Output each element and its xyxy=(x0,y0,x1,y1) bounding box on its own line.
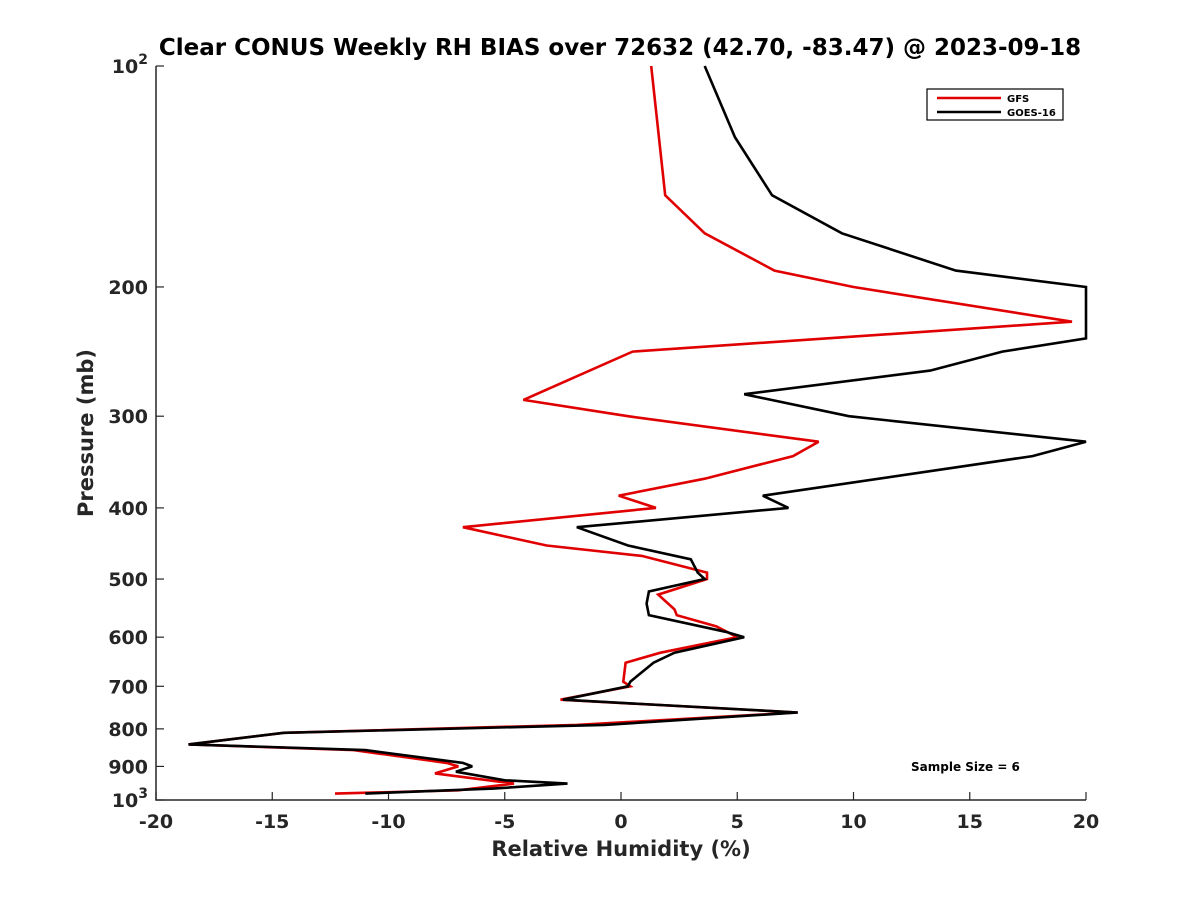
series-line-goes-16 xyxy=(188,65,1088,795)
x-tick-label: -5 xyxy=(494,811,515,833)
y-tick-label: 600 xyxy=(108,627,148,649)
sample-size-annotation: Sample Size = 6 xyxy=(911,760,1020,774)
x-tick-label: 20 xyxy=(1073,811,1099,833)
y-axis-label: Pressure (mb) xyxy=(74,349,98,517)
x-tick-label: 15 xyxy=(957,811,983,833)
y-tick-label: 300 xyxy=(108,406,148,428)
y-tick-label: 200 xyxy=(108,277,148,299)
y-tick-label: 700 xyxy=(108,676,148,698)
y-tick-label: 102 xyxy=(112,52,148,78)
x-tick-label: 10 xyxy=(840,811,866,833)
x-axis: -20 -15 -10 -5 0 5 10 15 20 xyxy=(139,792,1099,833)
legend-box xyxy=(926,88,1064,121)
x-tick-label: -10 xyxy=(371,811,405,833)
y-axis: 102 200 300 400 500 600 700 800 900 103 xyxy=(108,52,164,812)
x-tick-label: -15 xyxy=(255,811,289,833)
x-tick-label: 5 xyxy=(731,811,744,833)
legend-label: GFS xyxy=(1007,94,1029,105)
legend: GFS GOES-16 xyxy=(926,88,1064,121)
y-tick-label: 103 xyxy=(112,786,148,812)
x-axis-label: Relative Humidity (%) xyxy=(491,837,750,861)
x-tick-label: 0 xyxy=(614,811,627,833)
y-tick-label: 400 xyxy=(108,498,148,520)
series-layer xyxy=(188,65,1088,795)
y-tick-label: 800 xyxy=(108,719,148,741)
y-tick-label: 900 xyxy=(108,756,148,778)
legend-label: GOES-16 xyxy=(1007,108,1056,119)
y-tick-label: 500 xyxy=(108,569,148,591)
chart-title: Clear CONUS Weekly RH BIAS over 72632 (4… xyxy=(159,35,1081,61)
x-tick-label: -20 xyxy=(139,811,173,833)
